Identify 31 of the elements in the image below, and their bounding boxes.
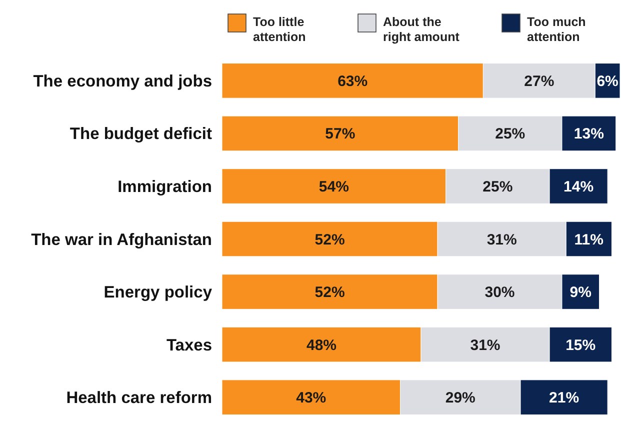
data-label: 11% (574, 231, 604, 248)
y-tick-label: Health care reform (66, 389, 212, 408)
legend-label: About the right amount (383, 15, 460, 44)
data-label: 57% (325, 126, 356, 143)
y-tick-label: Taxes (166, 336, 212, 354)
data-label: 29% (445, 390, 476, 407)
data-label: 9% (570, 284, 592, 302)
data-label: 21% (549, 390, 580, 407)
y-tick-label: The economy and jobs (33, 72, 212, 90)
data-label: 31% (486, 231, 517, 248)
data-label: 63% (338, 72, 368, 90)
y-tick-label: The budget deficit (70, 125, 212, 144)
legend-label: Too much attention (527, 15, 586, 44)
data-label: 6% (596, 72, 618, 90)
data-label: 48% (306, 336, 337, 354)
y-tick-label: Energy policy (104, 284, 213, 302)
data-label: 25% (482, 178, 513, 196)
y-tick-label: The war in Afghanistan (31, 230, 212, 249)
data-label: 30% (484, 284, 515, 302)
legend-label: Too little attention (253, 15, 306, 44)
data-label: 15% (566, 336, 596, 354)
data-label: 14% (564, 178, 594, 196)
data-label: 13% (574, 126, 604, 143)
data-label: 25% (495, 126, 526, 143)
data-label: 54% (318, 178, 349, 196)
data-label: 52% (314, 284, 345, 302)
data-label: 43% (296, 390, 326, 407)
data-label: 27% (524, 72, 554, 90)
y-tick-label: Immigration (118, 178, 212, 196)
data-label: 52% (314, 231, 345, 248)
data-label: 31% (470, 336, 500, 354)
